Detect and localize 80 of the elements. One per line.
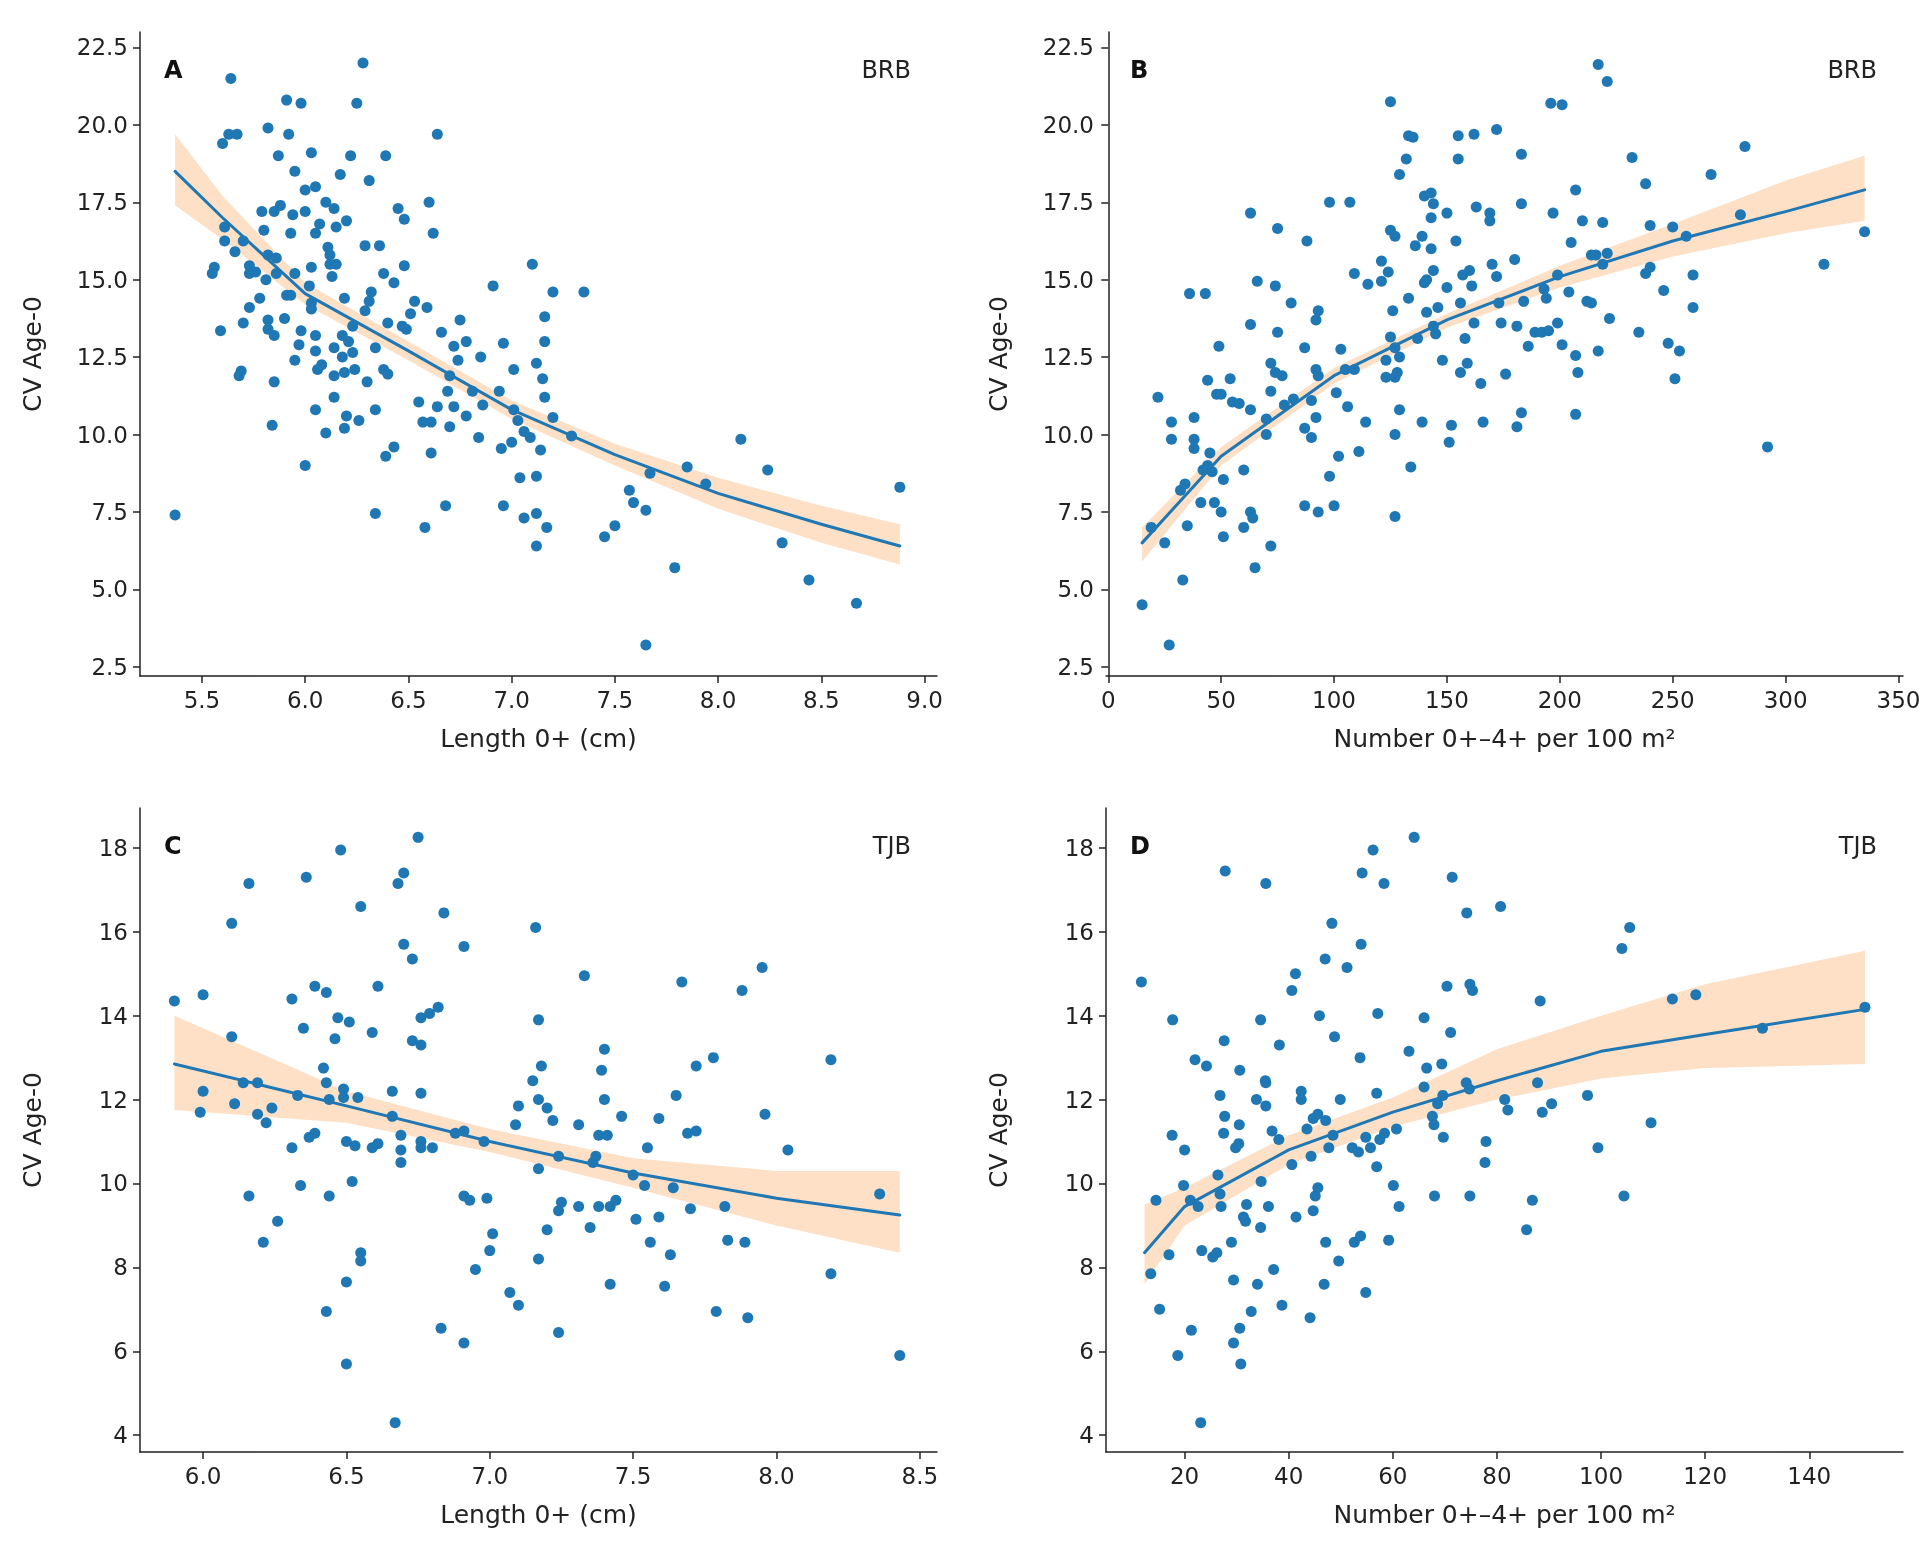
y-axis-title: CV Age-0 (984, 1072, 1013, 1188)
y-tick-label: 15.0 (76, 266, 128, 293)
x-tick-label: 0 (1100, 686, 1116, 713)
x-tick-label: 6.0 (286, 686, 324, 713)
x-tick-label: 350 (1876, 686, 1921, 713)
y-tick-label: 17.5 (1042, 189, 1094, 216)
y-axis-title: CV Age-0 (18, 296, 47, 412)
text: B (1130, 56, 1149, 84)
y-tick-label: 14 (98, 1002, 128, 1029)
x-tick-label: 100 (1312, 686, 1356, 713)
y-tick-label: 20.0 (76, 111, 128, 138)
x-tick-label: 7.5 (614, 1462, 652, 1489)
text: C (164, 832, 182, 860)
y-tick-label: 4 (113, 1422, 128, 1449)
x-tick-label: 6.5 (390, 686, 427, 713)
y-tick-label: 20.0 (1042, 111, 1094, 138)
x-tick-label: 80 (1482, 1462, 1512, 1489)
y-tick-label: 5.0 (91, 576, 128, 603)
y-tick-label: 16 (98, 918, 128, 945)
y-tick-label: 12.5 (76, 344, 128, 371)
x-tick-label: 250 (1650, 686, 1695, 713)
y-tick-label: 6 (113, 1338, 128, 1365)
x-axis-title: Number 0+–4+ per 100 m² (1333, 1500, 1676, 1529)
y-axis-title: CV Age-0 (18, 1072, 47, 1188)
y-tick-label: 12 (1064, 1086, 1094, 1113)
x-tick-label: 120 (1683, 1462, 1728, 1489)
text: D (1130, 832, 1150, 860)
x-tick-label: 8.5 (803, 686, 840, 713)
annotation: BRB (861, 56, 911, 84)
x-tick-label: 20 (1169, 1462, 1200, 1489)
x-tick-label: 9.0 (906, 686, 943, 713)
y-tick-label: 6 (1079, 1338, 1094, 1365)
y-axis-title: CV Age-0 (984, 296, 1013, 412)
y-tick-label: 10.0 (1042, 421, 1094, 448)
x-tick-label: 150 (1424, 686, 1469, 713)
x-tick-label: 40 (1274, 1462, 1304, 1489)
x-tick-label: 5.5 (183, 686, 221, 713)
y-tick-label: 2.5 (1057, 653, 1094, 680)
y-tick-label: 12 (98, 1086, 128, 1113)
x-tick-label: 300 (1763, 686, 1808, 713)
text: A (164, 56, 183, 84)
x-tick-label: 7.0 (493, 686, 530, 713)
x-tick-label: 6.5 (328, 1462, 365, 1489)
y-tick-label: 8 (113, 1254, 128, 1281)
y-tick-label: 18 (1064, 834, 1094, 861)
y-tick-label: 16 (1064, 918, 1094, 945)
y-tick-label: 10 (98, 1170, 128, 1197)
x-tick-label: 6.0 (184, 1462, 222, 1489)
y-tick-label: 18 (98, 834, 128, 861)
y-tick-label: 12.5 (1042, 344, 1094, 371)
y-tick-label: 5.0 (1057, 576, 1094, 603)
y-tick-label: 14 (1064, 1002, 1094, 1029)
x-tick-label: 50 (1206, 686, 1236, 713)
x-axis-title: Length 0+ (cm) (440, 724, 637, 753)
x-axis-title: Length 0+ (cm) (440, 1500, 637, 1529)
annotation: TJB (1837, 832, 1877, 860)
y-tick-label: 2.5 (91, 653, 128, 680)
x-tick-label: 100 (1579, 1462, 1624, 1489)
line-series (172, 1062, 902, 1217)
y-tick-label: 4 (1079, 1422, 1094, 1449)
y-tick-label: 10 (1064, 1170, 1094, 1197)
x-tick-label: 200 (1537, 686, 1582, 713)
y-tick-label: 17.5 (76, 189, 128, 216)
x-tick-label: 8.0 (699, 686, 737, 713)
x-tick-label: 140 (1787, 1462, 1832, 1489)
y-tick-label: 22.5 (1042, 34, 1094, 61)
y-tick-label: 22.5 (76, 34, 128, 61)
y-tick-label: 7.5 (1057, 498, 1094, 525)
annotation: TJB (871, 832, 911, 860)
annotation: BRB (1827, 56, 1877, 84)
y-tick-label: 7.5 (91, 498, 128, 525)
y-tick-label: 15.0 (1042, 266, 1094, 293)
x-tick-label: 7.0 (471, 1462, 509, 1489)
x-axis-title: Number 0+–4+ per 100 m² (1333, 724, 1676, 753)
x-tick-label: 8.5 (901, 1462, 939, 1489)
x-tick-label: 7.5 (596, 686, 634, 713)
x-tick-label: 8.0 (758, 1462, 795, 1489)
y-tick-label: 8 (1079, 1254, 1094, 1281)
x-tick-label: 60 (1378, 1462, 1408, 1489)
y-tick-label: 10.0 (76, 421, 128, 448)
